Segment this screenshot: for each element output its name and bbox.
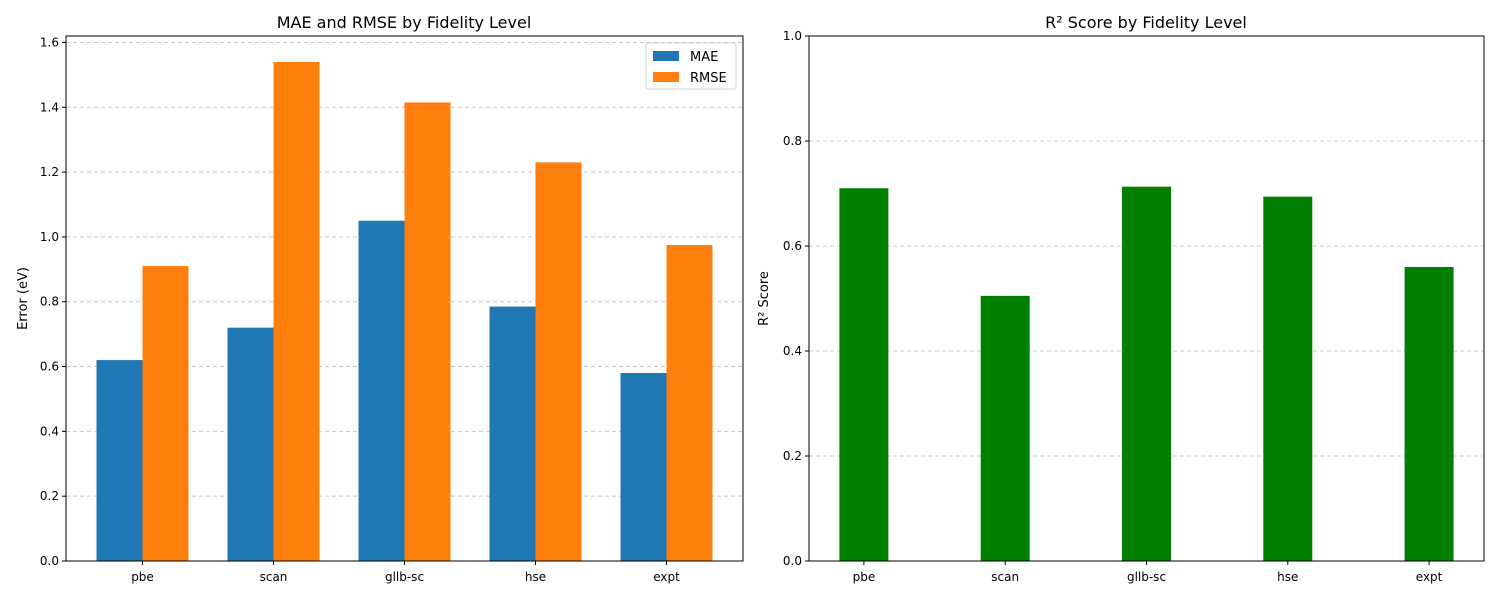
bar-mae-hse xyxy=(489,306,536,561)
y-tick-label: 1.0 xyxy=(40,230,59,244)
x-tick-label: expt xyxy=(1416,570,1443,584)
bar-rmse-expt xyxy=(666,245,713,561)
y-tick-label: 0.4 xyxy=(40,424,59,438)
bar-rmse-gllb-sc xyxy=(404,102,451,562)
bar-mae-gllb-sc xyxy=(358,220,405,561)
y-tick-label: 1.6 xyxy=(40,35,59,49)
y-axis-label: R² Score xyxy=(757,271,772,326)
legend-label: RMSE xyxy=(690,71,727,86)
bars xyxy=(839,186,1454,562)
bar-mae-scan xyxy=(227,327,274,561)
y-tick-label: 0.0 xyxy=(783,554,802,568)
x-tick-label: pbe xyxy=(131,570,154,584)
legend: MAE RMSE xyxy=(645,42,737,90)
x-tick-label: gllb-sc xyxy=(1127,570,1166,584)
y-ticks: 0.0 0.2 0.4 0.6 0.8 1.0 xyxy=(783,29,809,568)
bar-value-scan xyxy=(980,295,1030,561)
legend-swatch xyxy=(653,72,679,82)
x-tick-label: scan xyxy=(991,570,1019,584)
chart-title: R² Score by Fidelity Level xyxy=(1045,13,1247,32)
legend-label: MAE xyxy=(690,50,718,65)
y-tick-label: 0.0 xyxy=(40,554,59,568)
chart-title: MAE and RMSE by Fidelity Level xyxy=(277,13,532,32)
y-tick-label: 0.4 xyxy=(783,344,802,358)
bar-rmse-scan xyxy=(273,61,320,561)
legend-swatch xyxy=(653,51,679,61)
bar-value-expt xyxy=(1404,267,1454,561)
x-tick-label: hse xyxy=(525,570,546,584)
x-tick-label: scan xyxy=(260,570,288,584)
x-tick-label: gllb-sc xyxy=(385,570,424,584)
y-tick-label: 1.4 xyxy=(40,100,59,114)
x-tick-label: hse xyxy=(1277,570,1298,584)
bar-mae-pbe xyxy=(96,360,143,561)
bar-mae-expt xyxy=(620,373,667,561)
y-tick-label: 0.6 xyxy=(783,239,802,253)
bar-value-hse xyxy=(1263,196,1313,561)
x-tick-label: expt xyxy=(653,570,680,584)
y-tick-label: 1.2 xyxy=(40,165,59,179)
y-tick-label: 0.8 xyxy=(40,295,59,309)
y-tick-label: 0.6 xyxy=(40,360,59,374)
bars xyxy=(96,61,713,562)
y-ticks: 0.0 0.2 0.4 0.6 0.8 1.0 1.2 1.4 1.6 xyxy=(40,35,66,568)
mae-rmse-chart: MAE and RMSE by Fidelity Level 0.0 0.2 0.4… xyxy=(16,13,744,584)
bar-rmse-pbe xyxy=(142,266,189,561)
bar-value-pbe xyxy=(839,188,889,561)
bar-value-gllb-sc xyxy=(1122,186,1171,562)
r2-chart: R² Score by Fidelity Level 0.00.20.40.60… xyxy=(757,13,1485,584)
bar-rmse-hse xyxy=(535,162,582,561)
x-ticks: pbe scan gllb-sc hse expt xyxy=(853,561,1443,584)
y-axis-label: Error (eV) xyxy=(16,267,31,330)
y-tick-label: 0.2 xyxy=(40,489,59,503)
y-tick-label: 0.2 xyxy=(783,449,802,463)
x-tick-label: pbe xyxy=(853,570,876,584)
y-tick-label: 0.8 xyxy=(783,134,802,148)
y-tick-label: 1.0 xyxy=(783,29,802,43)
x-ticks: pbe scan gllb-sc hse expt xyxy=(131,561,680,584)
